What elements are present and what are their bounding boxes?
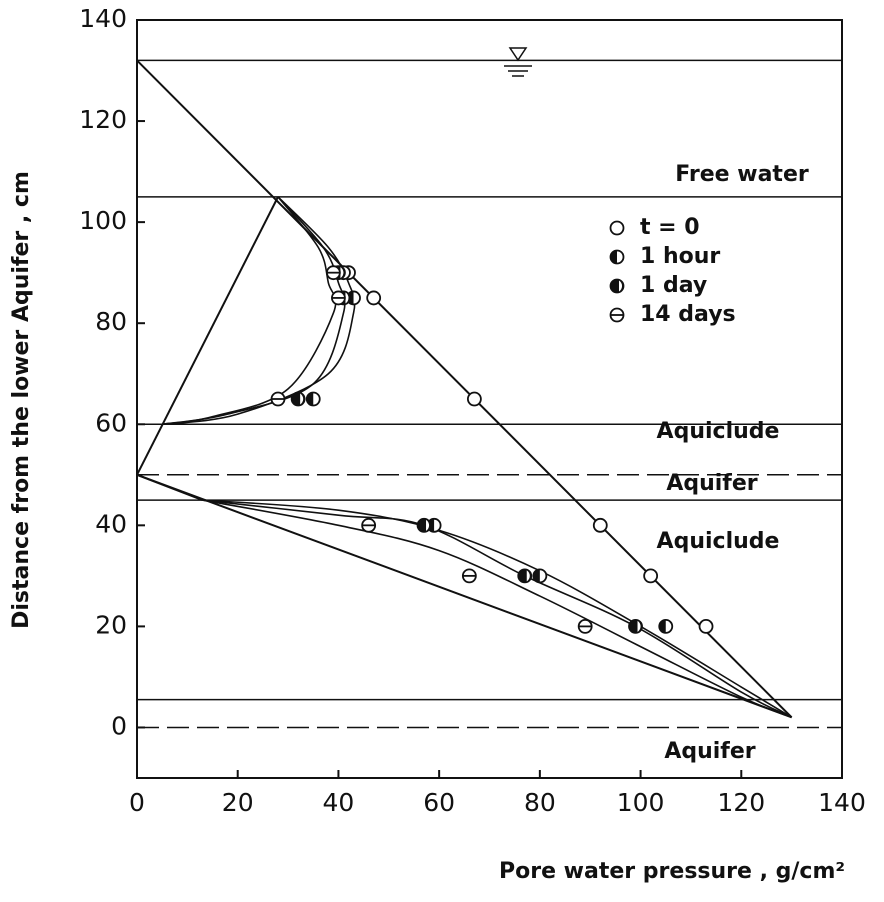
point bbox=[592, 517, 608, 533]
marker-part bbox=[533, 569, 540, 583]
marker-part bbox=[306, 392, 314, 406]
y-tick-label: 140 bbox=[79, 4, 127, 33]
point bbox=[366, 290, 382, 306]
y-tick-label: 20 bbox=[95, 610, 127, 639]
marker-part bbox=[592, 517, 608, 533]
marker-part bbox=[300, 393, 304, 405]
point bbox=[361, 517, 377, 533]
marker-part bbox=[619, 280, 623, 292]
point bbox=[426, 517, 442, 533]
x-tick-label: 40 bbox=[323, 788, 355, 817]
legend-marker bbox=[609, 249, 625, 265]
annotation: Aquiclude bbox=[657, 419, 780, 444]
marker-part bbox=[659, 619, 666, 633]
y-tick-label: 80 bbox=[95, 307, 127, 336]
legend-label: 1 day bbox=[640, 273, 707, 298]
point bbox=[461, 568, 477, 584]
annotation: Aquiclude bbox=[657, 529, 780, 554]
x-tick-label: 80 bbox=[524, 788, 556, 817]
annotation: Aquifer bbox=[666, 471, 757, 496]
marker-part bbox=[609, 220, 625, 236]
point bbox=[290, 391, 306, 407]
legend-marker bbox=[609, 278, 625, 294]
straight-line bbox=[136, 196, 279, 476]
point bbox=[643, 568, 659, 584]
y-tick-label: 0 bbox=[111, 711, 127, 740]
legend-label: 1 hour bbox=[640, 244, 720, 269]
curve bbox=[162, 196, 356, 426]
marker-part bbox=[426, 519, 430, 531]
marker-part bbox=[526, 570, 530, 582]
legend-label: t = 0 bbox=[640, 215, 700, 240]
marker-part bbox=[366, 290, 382, 306]
point bbox=[658, 619, 674, 634]
annotation: Free water bbox=[675, 162, 809, 187]
point bbox=[517, 568, 533, 584]
point bbox=[628, 619, 643, 634]
water-symbol bbox=[504, 47, 532, 77]
y-tick-label: 120 bbox=[79, 105, 127, 134]
curve bbox=[202, 499, 793, 719]
point bbox=[416, 517, 432, 533]
marker-part bbox=[345, 292, 349, 304]
point bbox=[577, 619, 593, 634]
x-axis-label: Pore water pressure , g/cm² bbox=[499, 859, 845, 884]
y-axis-label: Distance from the lower Aquifer , cm bbox=[9, 171, 34, 629]
legend-marker bbox=[609, 220, 625, 236]
straight-line bbox=[136, 59, 793, 719]
point bbox=[270, 391, 286, 407]
point bbox=[331, 290, 346, 306]
marker-part bbox=[643, 568, 659, 584]
point bbox=[325, 265, 341, 281]
straight-line bbox=[136, 473, 792, 719]
point bbox=[466, 391, 482, 407]
marker-part bbox=[340, 267, 344, 279]
legend-marker bbox=[609, 307, 625, 323]
y-tick-label: 100 bbox=[79, 206, 127, 235]
x-tick-label: 100 bbox=[617, 788, 665, 817]
curve bbox=[162, 196, 346, 426]
x-tick-label: 20 bbox=[222, 788, 254, 817]
annotation: Aquifer bbox=[664, 739, 755, 764]
marker-part bbox=[637, 620, 641, 632]
point bbox=[698, 619, 714, 634]
point bbox=[305, 391, 321, 407]
x-tick-label: 120 bbox=[717, 788, 765, 817]
curve bbox=[202, 499, 792, 719]
marker-part bbox=[698, 619, 714, 634]
marker-part bbox=[466, 391, 482, 407]
x-tick-label: 0 bbox=[129, 788, 145, 817]
curve bbox=[162, 196, 337, 426]
y-tick-label: 60 bbox=[95, 408, 127, 437]
point bbox=[532, 568, 548, 584]
marker-part bbox=[610, 250, 617, 264]
plot-frame bbox=[136, 19, 843, 779]
x-tick-label: 60 bbox=[423, 788, 455, 817]
x-tick-label: 140 bbox=[818, 788, 866, 817]
y-tick-label: 40 bbox=[95, 509, 127, 538]
legend-label: 14 days bbox=[640, 302, 736, 327]
